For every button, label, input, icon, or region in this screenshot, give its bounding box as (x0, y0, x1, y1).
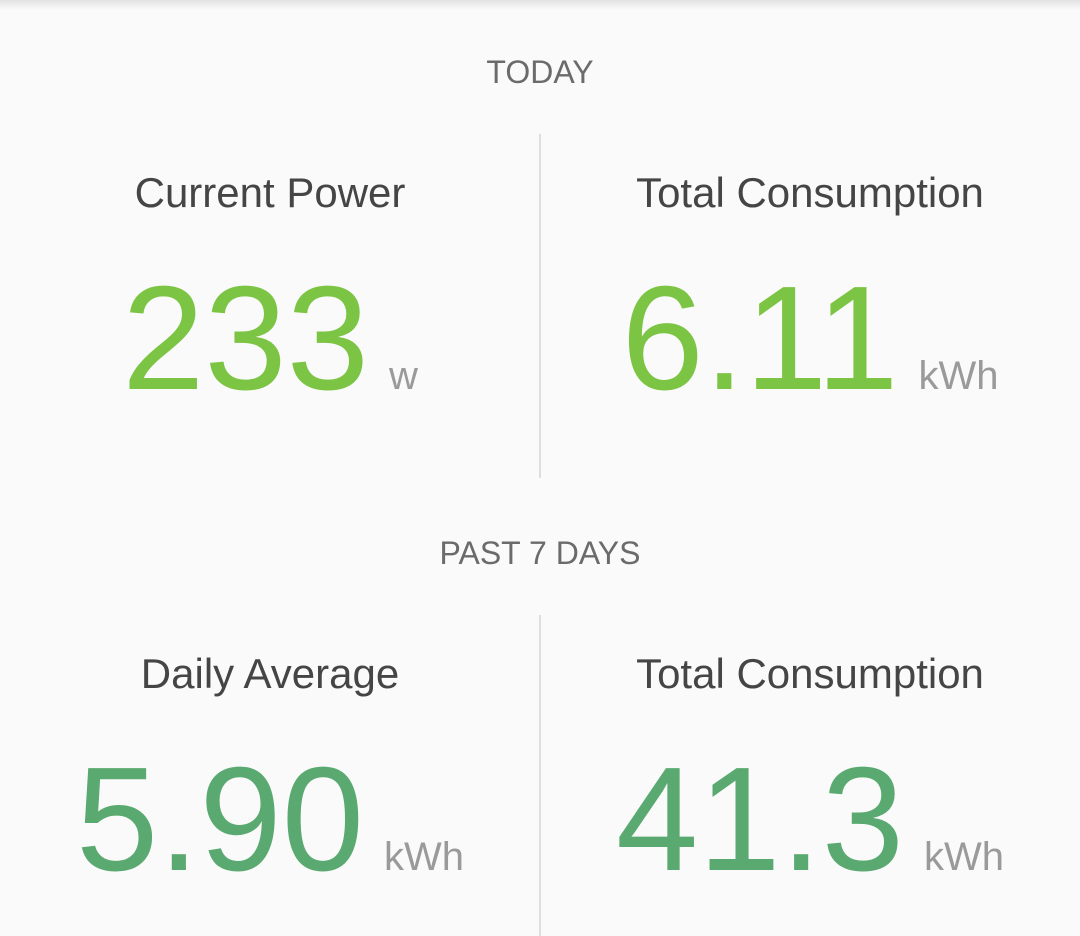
past-7-days-section: PAST 7 DAYS Daily Average 5.90 kWh Total… (0, 481, 1080, 936)
metric-unit: kWh (918, 354, 999, 398)
metric-label: Daily Average (140, 650, 400, 697)
metric-label: Current Power (134, 169, 406, 216)
metric-unit: w (389, 354, 418, 398)
metric-value: 41.3 (615, 737, 905, 902)
metric-unit: kWh (384, 835, 465, 879)
metric-row: 233 w (0, 264, 540, 414)
divider (539, 134, 541, 478)
metric-label: Total Consumption (636, 650, 984, 697)
metric-row: 6.11 kWh (540, 264, 1080, 414)
metric-value: 5.90 (75, 737, 365, 902)
divider (539, 615, 541, 936)
metric: Total Consumption 41.3 kWh (540, 647, 1080, 895)
metric-row: 41.3 kWh (540, 745, 1080, 895)
metric: Daily Average 5.90 kWh (0, 647, 540, 895)
metric: Total Consumption 6.11 kWh (540, 166, 1080, 414)
metric-value: 233 (122, 256, 370, 421)
section-title: TODAY (486, 54, 594, 90)
section-title: PAST 7 DAYS (439, 535, 641, 571)
metric-row: 5.90 kWh (0, 745, 540, 895)
metric: Current Power 233 w (0, 166, 540, 414)
metric-value: 6.11 (621, 256, 899, 421)
metric-unit: kWh (924, 835, 1005, 879)
top-shadow (0, 0, 1080, 10)
today-section: TODAY Current Power 233 w Total Consumpt… (0, 54, 1080, 478)
metric-label: Total Consumption (636, 169, 984, 216)
